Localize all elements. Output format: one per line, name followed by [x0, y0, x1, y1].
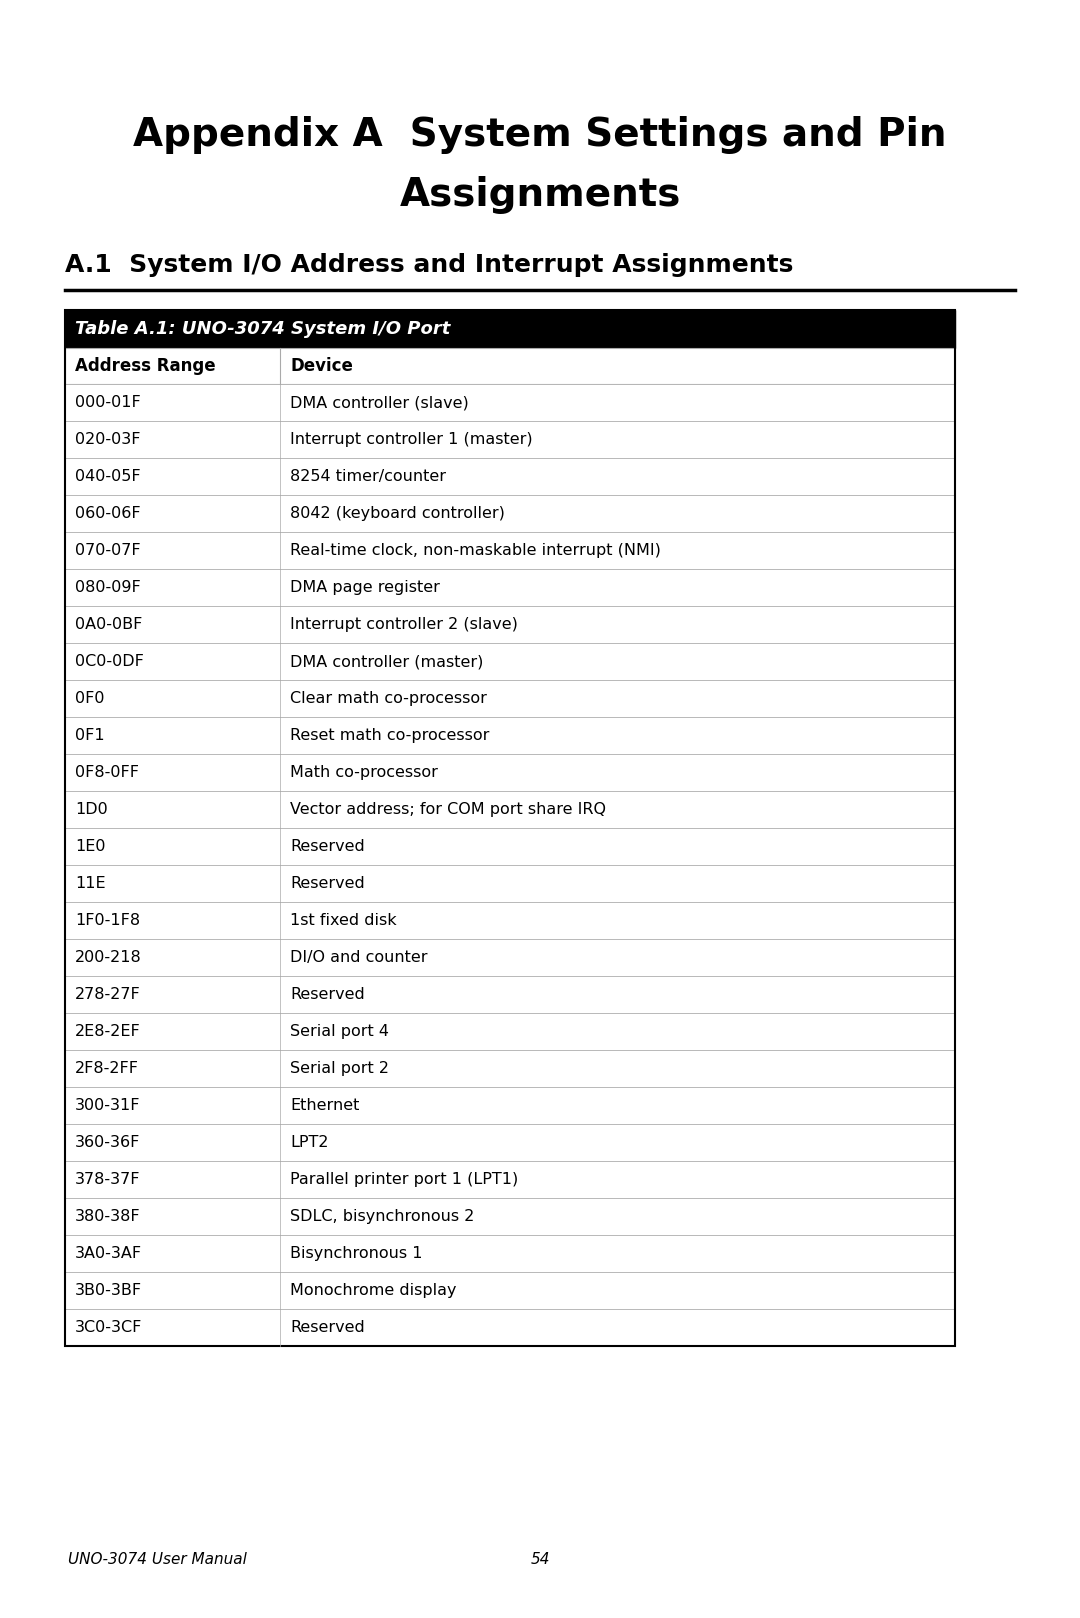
Text: 0A0-0BF: 0A0-0BF [75, 616, 143, 633]
Text: 0C0-0DF: 0C0-0DF [75, 654, 144, 668]
Text: 300-31F: 300-31F [75, 1099, 140, 1113]
Text: 378-37F: 378-37F [75, 1171, 140, 1188]
Bar [65, 458, 955, 495]
Text: Parallel printer port 1 (LPT1): Parallel printer port 1 (LPT1) [291, 1171, 518, 1188]
Text: Reset math co-processor: Reset math co-processor [291, 728, 489, 743]
Bar [65, 570, 955, 607]
Text: Reserved: Reserved [291, 1320, 365, 1335]
Text: 278-27F: 278-27F [75, 987, 140, 1002]
Bar [65, 680, 955, 717]
Text: 0F0: 0F0 [75, 691, 105, 705]
Text: 2F8-2FF: 2F8-2FF [75, 1061, 139, 1076]
Bar [65, 976, 955, 1013]
Text: DMA controller (slave): DMA controller (slave) [291, 395, 469, 409]
Text: 020-03F: 020-03F [75, 432, 140, 447]
Bar [65, 348, 955, 383]
Bar [65, 642, 955, 680]
Bar [65, 1272, 955, 1309]
Bar [65, 1087, 955, 1125]
Bar [65, 1197, 955, 1235]
Text: DMA page register: DMA page register [291, 579, 440, 595]
Bar [65, 532, 955, 570]
Bar [65, 791, 955, 828]
Bar [65, 1162, 955, 1197]
Bar [65, 495, 955, 532]
Bar [65, 901, 955, 938]
Text: 3A0-3AF: 3A0-3AF [75, 1246, 143, 1260]
Text: Interrupt controller 2 (slave): Interrupt controller 2 (slave) [291, 616, 518, 633]
Text: 200-218: 200-218 [75, 950, 141, 964]
Bar [65, 938, 955, 976]
Bar [65, 828, 955, 866]
Bar [65, 607, 955, 642]
Text: Assignments: Assignments [400, 176, 680, 214]
Text: Ethernet: Ethernet [291, 1099, 360, 1113]
Text: 8254 timer/counter: 8254 timer/counter [291, 469, 446, 484]
Text: DMA controller (master): DMA controller (master) [291, 654, 484, 668]
Text: 360-36F: 360-36F [75, 1134, 140, 1150]
Text: Clear math co-processor: Clear math co-processor [291, 691, 487, 705]
Text: DI/O and counter: DI/O and counter [291, 950, 428, 964]
Bar [65, 1309, 955, 1346]
Text: 080-09F: 080-09F [75, 579, 140, 595]
Text: 1st fixed disk: 1st fixed disk [291, 913, 396, 929]
Text: Bisynchronous 1: Bisynchronous 1 [291, 1246, 422, 1260]
Text: Serial port 2: Serial port 2 [291, 1061, 389, 1076]
Text: 380-38F: 380-38F [75, 1209, 140, 1223]
Bar [65, 754, 955, 791]
Text: 3C0-3CF: 3C0-3CF [75, 1320, 143, 1335]
Bar [65, 421, 955, 458]
Text: Math co-processor: Math co-processor [291, 765, 437, 780]
Bar [65, 383, 955, 421]
Bar [65, 311, 955, 348]
Text: LPT2: LPT2 [291, 1134, 328, 1150]
Text: 070-07F: 070-07F [75, 544, 140, 558]
Text: Reserved: Reserved [291, 875, 365, 892]
Bar [65, 866, 955, 901]
Text: 0F1: 0F1 [75, 728, 105, 743]
Text: 060-06F: 060-06F [75, 506, 140, 521]
Text: Device: Device [291, 358, 353, 375]
Text: A.1  System I/O Address and Interrupt Assignments: A.1 System I/O Address and Interrupt Ass… [65, 252, 794, 277]
Text: 000-01F: 000-01F [75, 395, 140, 409]
Bar [65, 717, 955, 754]
Text: 8042 (keyboard controller): 8042 (keyboard controller) [291, 506, 504, 521]
Text: 1E0: 1E0 [75, 840, 106, 854]
Text: 3B0-3BF: 3B0-3BF [75, 1283, 143, 1298]
Text: 54: 54 [530, 1553, 550, 1568]
Text: Reserved: Reserved [291, 987, 365, 1002]
Text: 040-05F: 040-05F [75, 469, 140, 484]
Text: 1F0-1F8: 1F0-1F8 [75, 913, 140, 929]
Bar [65, 1013, 955, 1050]
Text: Table A.1: UNO-3074 System I/O Port: Table A.1: UNO-3074 System I/O Port [75, 320, 450, 338]
Text: Appendix A  System Settings and Pin: Appendix A System Settings and Pin [133, 116, 947, 154]
Text: 2E8-2EF: 2E8-2EF [75, 1024, 140, 1039]
Text: Interrupt controller 1 (master): Interrupt controller 1 (master) [291, 432, 532, 447]
Text: UNO-3074 User Manual: UNO-3074 User Manual [68, 1553, 247, 1568]
Text: Address Range: Address Range [75, 358, 216, 375]
Bar [65, 1235, 955, 1272]
Text: Serial port 4: Serial port 4 [291, 1024, 389, 1039]
Text: 0F8-0FF: 0F8-0FF [75, 765, 139, 780]
Bar [65, 1125, 955, 1162]
Text: 11E: 11E [75, 875, 106, 892]
Text: Real-time clock, non-maskable interrupt (NMI): Real-time clock, non-maskable interrupt … [291, 544, 661, 558]
Bar [65, 1050, 955, 1087]
Text: Vector address; for COM port share IRQ: Vector address; for COM port share IRQ [291, 803, 606, 817]
Bar [65, 311, 955, 1346]
Text: Reserved: Reserved [291, 840, 365, 854]
Text: SDLC, bisynchronous 2: SDLC, bisynchronous 2 [291, 1209, 474, 1223]
Text: Monochrome display: Monochrome display [291, 1283, 457, 1298]
Text: 1D0: 1D0 [75, 803, 108, 817]
